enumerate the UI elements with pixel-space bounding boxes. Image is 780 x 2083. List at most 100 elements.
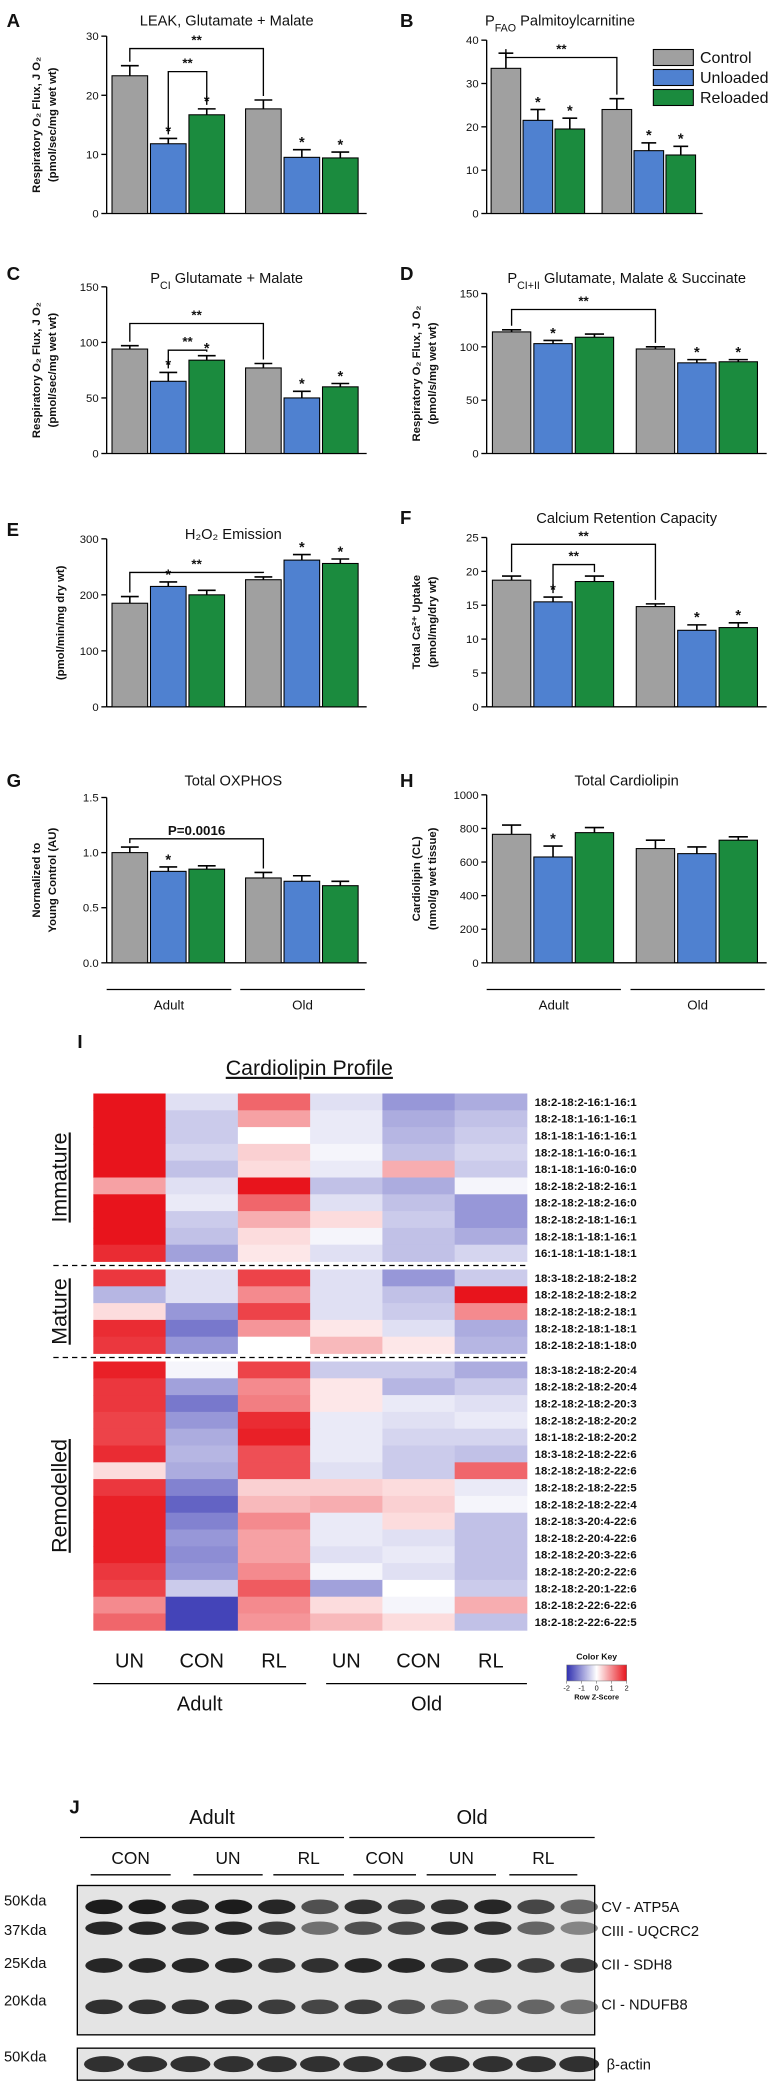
heatmap-cell [165, 1479, 239, 1497]
title-part: CI+II [517, 280, 540, 292]
row-label: 18:2-18:1-16:0-16:1 [535, 1147, 637, 1159]
heatmap-cell [454, 1244, 528, 1262]
heatmap-cell [382, 1160, 456, 1178]
heatmap-cell [382, 1445, 456, 1463]
y-tick-label: 0 [92, 209, 98, 221]
heatmap-cell [93, 1227, 166, 1246]
band [474, 1921, 512, 1935]
heatmap-cell [165, 1613, 239, 1631]
heatmap-cell [237, 1563, 311, 1581]
band [258, 1999, 296, 2015]
heatmap-cell [237, 1596, 311, 1614]
row-label: 18:2-18:2-18:2-22:6 [535, 1466, 637, 1478]
band [560, 1958, 598, 1973]
heatmap-cell [454, 1177, 528, 1195]
lane-label: CON [365, 1848, 404, 1868]
heatmap-cell [382, 1395, 456, 1413]
heatmap-cell [93, 1479, 166, 1497]
heatmap-cell [93, 1244, 166, 1262]
heatmap-cell [237, 1411, 311, 1430]
heatmap-cell [165, 1395, 239, 1413]
bar [321, 386, 359, 455]
bar [149, 380, 187, 455]
bar [635, 348, 676, 455]
significance-star: * [735, 608, 741, 624]
band [128, 1899, 166, 1915]
significance-star: * [204, 341, 210, 357]
y-tick-label: 200 [460, 924, 479, 936]
heatmap-cell [454, 1143, 528, 1162]
band [517, 1999, 555, 2015]
bar [491, 579, 532, 708]
chart-title: Total OXPHOS [184, 774, 282, 790]
bar [491, 833, 532, 964]
band [301, 1921, 339, 1935]
color-key-tick-label: 2 [625, 1683, 629, 1692]
legend-label: Control [700, 50, 752, 67]
bracket [510, 543, 657, 600]
heatmap-cell [310, 1445, 383, 1463]
bar [245, 367, 282, 455]
band [387, 1921, 426, 1935]
band [128, 1999, 166, 2015]
heatmap-cell [165, 1160, 239, 1178]
y-tick-label: 10 [466, 634, 479, 646]
y-tick-label: 5 [472, 668, 478, 680]
heatmap-cell [382, 1495, 456, 1514]
heatmap-cell [93, 1194, 166, 1212]
bracket [129, 838, 265, 869]
heatmap-cell [382, 1479, 456, 1497]
bar [321, 157, 359, 215]
bar [188, 114, 226, 215]
heatmap-cell [93, 1143, 166, 1162]
heatmap-cell [165, 1529, 239, 1547]
y-tick-label: 50 [86, 393, 99, 405]
column-group-label: Old [411, 1693, 442, 1715]
heatmap-cell [93, 1495, 166, 1514]
bracket-label: ** [191, 308, 202, 323]
heatmap-cell [93, 1512, 166, 1530]
significance-star: * [165, 852, 171, 868]
heatmap-cell [93, 1546, 166, 1564]
heatmap-cell [310, 1613, 383, 1631]
band [430, 1999, 469, 2015]
bar [635, 606, 676, 708]
bracket-label: ** [569, 549, 580, 564]
bar [665, 154, 697, 215]
heatmap-cell [454, 1546, 528, 1564]
heatmap-cell [237, 1462, 311, 1480]
row-label: 18:1-18:1-16:1-16:1 [535, 1131, 637, 1143]
heatmap-cell [382, 1303, 456, 1321]
row-label: 18:2-18:2-20:3-22:6 [535, 1550, 637, 1562]
heatmap-cell [237, 1579, 311, 1598]
heatmap-cell [237, 1319, 311, 1338]
y-tick-label: 150 [460, 289, 479, 301]
panel-letter: A [7, 10, 20, 31]
column-label: UN [115, 1651, 144, 1673]
heatmap-cell [454, 1378, 528, 1396]
color-key-bar [566, 1664, 627, 1682]
heatmap-cell [310, 1563, 383, 1581]
heatmap-cell [382, 1462, 456, 1480]
bracket-label: ** [191, 556, 202, 571]
chart-title: Cardiolipin Profile [226, 1056, 393, 1080]
row-label: 18:2-18:2-18:2-20:4 [535, 1382, 638, 1394]
color-key-tick-label: 1 [610, 1683, 614, 1692]
bracket [167, 70, 208, 135]
heatmap-cell [310, 1361, 383, 1379]
row-group-label: Immature [48, 1132, 72, 1222]
band [171, 1999, 210, 2015]
heatmap-cell [310, 1194, 383, 1212]
heatmap-cell [310, 1319, 383, 1338]
significance-star: * [337, 369, 343, 385]
heatmap-cell [237, 1495, 311, 1514]
row-label: 18:1-18:2-18:2-20:2 [535, 1432, 637, 1444]
band [430, 1899, 469, 1915]
band [344, 1958, 382, 1973]
bar [635, 848, 676, 964]
color-key-label: Row Z-Score [574, 1693, 619, 1702]
marker-label: 20Kda [4, 1994, 47, 2010]
y-tick-label: 1000 [453, 790, 478, 802]
